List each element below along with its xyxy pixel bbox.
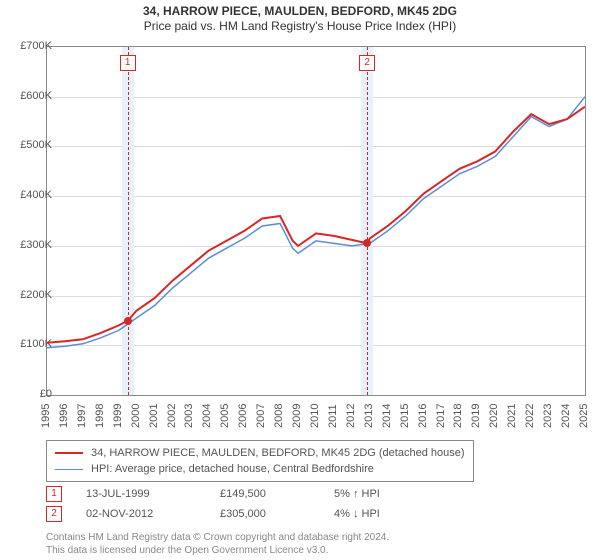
ytick-label-5: £500K xyxy=(6,139,52,151)
marker-box-0: 1 xyxy=(120,55,136,71)
chart-lines-svg xyxy=(47,47,585,395)
xtick-label-22: 2017 xyxy=(435,412,447,428)
title-sub: Price paid vs. HM Land Registry's House … xyxy=(0,19,600,33)
xtick-label-8: 2003 xyxy=(183,412,195,428)
xtick-label-2: 1997 xyxy=(76,412,88,428)
legend-label-0: 34, HARROW PIECE, MAULDEN, BEDFORD, MK45… xyxy=(91,447,465,459)
xtick-label-28: 2023 xyxy=(542,412,554,428)
transaction-price-1: £305,000 xyxy=(220,508,310,520)
transaction-row-1: 2 02-NOV-2012 £305,000 4% ↓ HPI xyxy=(46,504,586,524)
xtick-label-30: 2025 xyxy=(578,412,590,428)
xtick-label-9: 2004 xyxy=(201,412,213,428)
xtick-label-16: 2011 xyxy=(327,412,339,428)
xtick-label-27: 2022 xyxy=(524,412,536,428)
legend-row-0: 34, HARROW PIECE, MAULDEN, BEDFORD, MK45… xyxy=(55,445,465,461)
xtick-label-24: 2019 xyxy=(470,412,482,428)
chart-plot-area: 12 xyxy=(46,46,586,396)
titles: 34, HARROW PIECE, MAULDEN, BEDFORD, MK45… xyxy=(0,0,600,33)
xtick-label-21: 2016 xyxy=(417,412,429,428)
xtick-label-10: 2005 xyxy=(219,412,231,428)
xtick-label-6: 2001 xyxy=(148,412,160,428)
xtick-label-17: 2012 xyxy=(345,412,357,428)
xtick-label-15: 2010 xyxy=(309,412,321,428)
series-line-hpi xyxy=(47,97,585,348)
transaction-date-0: 13-JUL-1999 xyxy=(86,488,196,500)
marker-box-1: 2 xyxy=(359,55,375,71)
legend-swatch-0 xyxy=(55,452,83,454)
transaction-delta-1: 4% ↓ HPI xyxy=(334,508,434,520)
ytick-label-7: £700K xyxy=(6,40,52,52)
xtick-label-5: 2000 xyxy=(130,412,142,428)
legend-row-1: HPI: Average price, detached house, Cent… xyxy=(55,461,465,477)
xtick-label-26: 2021 xyxy=(506,412,518,428)
xtick-label-0: 1995 xyxy=(40,412,52,428)
xtick-label-19: 2014 xyxy=(381,412,393,428)
ytick-label-6: £600K xyxy=(6,90,52,102)
xtick-label-25: 2020 xyxy=(488,412,500,428)
transactions-table: 1 13-JUL-1999 £149,500 5% ↑ HPI 2 02-NOV… xyxy=(46,484,586,524)
xtick-label-23: 2018 xyxy=(452,412,464,428)
footer: Contains HM Land Registry data © Crown c… xyxy=(46,532,586,557)
xtick-label-13: 2008 xyxy=(273,412,285,428)
ytick-label-2: £200K xyxy=(6,289,52,301)
transaction-delta-0: 5% ↑ HPI xyxy=(334,488,434,500)
ytick-label-0: £0 xyxy=(6,388,52,400)
transaction-price-0: £149,500 xyxy=(220,488,310,500)
transaction-marker-0: 1 xyxy=(46,486,62,502)
xtick-label-3: 1998 xyxy=(94,412,106,428)
xtick-label-18: 2013 xyxy=(363,412,375,428)
xtick-label-11: 2006 xyxy=(237,412,249,428)
xtick-label-29: 2024 xyxy=(560,412,572,428)
legend-swatch-1 xyxy=(55,469,83,470)
xtick-label-4: 1999 xyxy=(112,412,124,428)
xtick-label-7: 2002 xyxy=(166,412,178,428)
marker-dot-1 xyxy=(363,239,371,247)
chart-container: 34, HARROW PIECE, MAULDEN, BEDFORD, MK45… xyxy=(0,0,600,560)
transaction-row-0: 1 13-JUL-1999 £149,500 5% ↑ HPI xyxy=(46,484,586,504)
transaction-date-1: 02-NOV-2012 xyxy=(86,508,196,520)
footer-line-1: Contains HM Land Registry data © Crown c… xyxy=(46,532,586,545)
legend: 34, HARROW PIECE, MAULDEN, BEDFORD, MK45… xyxy=(46,440,474,482)
series-line-price_paid xyxy=(47,107,585,343)
transaction-marker-1: 2 xyxy=(46,506,62,522)
xtick-label-14: 2009 xyxy=(291,412,303,428)
footer-line-2: This data is licensed under the Open Gov… xyxy=(46,545,586,558)
title-main: 34, HARROW PIECE, MAULDEN, BEDFORD, MK45… xyxy=(0,4,600,18)
ytick-label-1: £100K xyxy=(6,338,52,350)
ytick-label-4: £400K xyxy=(6,189,52,201)
legend-label-1: HPI: Average price, detached house, Cent… xyxy=(91,463,374,475)
marker-dot-0 xyxy=(124,317,132,325)
xtick-label-12: 2007 xyxy=(255,412,267,428)
xtick-label-20: 2015 xyxy=(399,412,411,428)
ytick-label-3: £300K xyxy=(6,239,52,251)
xtick-label-1: 1996 xyxy=(58,412,70,428)
